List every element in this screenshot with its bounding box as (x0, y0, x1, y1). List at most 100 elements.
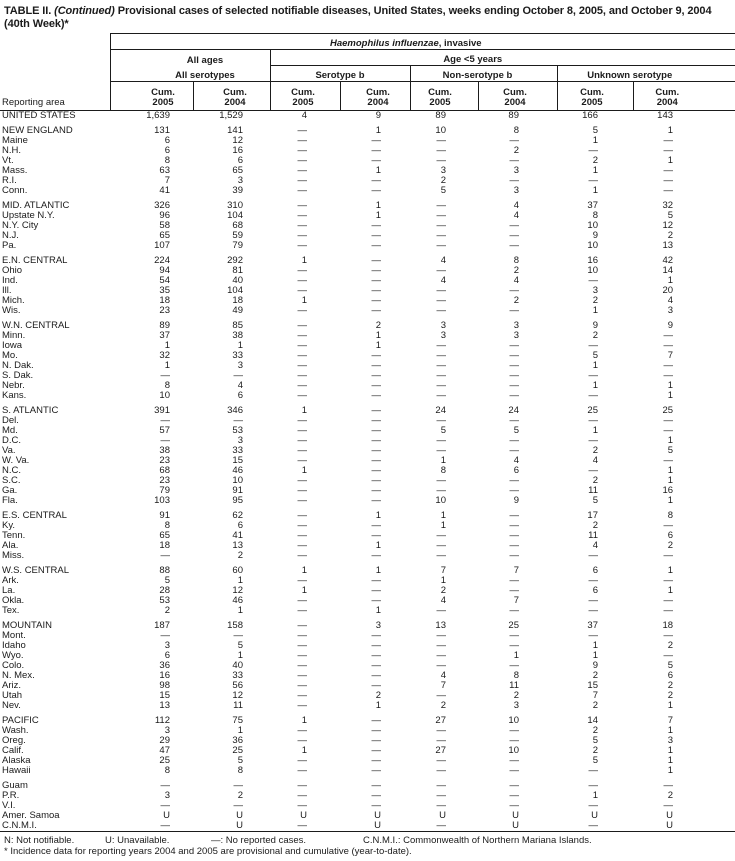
cell: 7 (513, 565, 519, 576)
cell: 2 (592, 700, 598, 711)
cell: 8 (237, 765, 243, 776)
cell: — (371, 405, 382, 416)
cell: — (663, 370, 674, 381)
cell: 81 (232, 265, 243, 276)
cell: — (297, 660, 308, 671)
cell: 104 (227, 210, 243, 221)
table-row: Ala. 18 13 — 1 — — 4 2 (0, 541, 735, 551)
cell: — (436, 265, 447, 276)
cell: 1 (375, 200, 381, 211)
cell: 3 (375, 620, 381, 631)
cell: 33 (232, 445, 243, 456)
cell: 8 (667, 510, 674, 521)
cell: — (436, 640, 447, 651)
cell: — (297, 520, 308, 531)
row-label: MID. ATLANTIC (2, 200, 70, 211)
cell: — (588, 340, 599, 351)
cell: — (371, 175, 382, 186)
cell: — (436, 660, 447, 671)
table-row: V.I. — — — — — — — — (0, 801, 735, 811)
row-label: Utah (2, 690, 23, 701)
cell: — (371, 265, 382, 276)
cell: 8 (164, 155, 170, 166)
cell: 40 (232, 275, 243, 286)
cell: 6 (667, 530, 674, 541)
cell: U (300, 810, 307, 821)
cell: — (509, 435, 520, 446)
cell: 8 (440, 465, 446, 476)
cell: 187 (154, 620, 170, 631)
table-row: Idaho 3 5 — — — — 1 2 (0, 641, 735, 651)
cell: — (371, 640, 382, 651)
cell: — (371, 475, 382, 486)
cell: — (371, 680, 382, 691)
table-row: P.R. 3 2 — — — — 1 2 (0, 791, 735, 801)
cell: — (509, 415, 520, 426)
cell: 7 (513, 595, 519, 606)
cell: — (509, 510, 520, 521)
row-label: N. Dak. (2, 360, 34, 371)
cell: — (436, 475, 447, 486)
cell: 1 (237, 605, 243, 616)
cell: — (297, 725, 308, 736)
cell: — (297, 445, 308, 456)
cell: — (436, 210, 447, 221)
row-label: Upstate N.Y. (2, 210, 55, 221)
cell: 23 (159, 455, 170, 466)
cell: 4 (667, 295, 674, 306)
cell: 10 (587, 265, 598, 276)
table-row: Ill. 35 104 — — — — 3 20 (0, 286, 735, 296)
cell: — (371, 755, 382, 766)
cell: — (663, 135, 674, 146)
table-row: Wis. 23 49 — — — — 1 3 (0, 306, 735, 316)
cell: — (297, 380, 308, 391)
cell: — (588, 800, 599, 811)
cell: — (436, 755, 447, 766)
row-label: W. Va. (2, 455, 30, 466)
cell: 2 (592, 475, 598, 486)
cell: 35 (159, 285, 170, 296)
cell: 5 (667, 210, 674, 221)
cell: 13 (435, 620, 446, 631)
cell: 49 (232, 305, 243, 316)
cell: — (160, 630, 171, 641)
cell: — (663, 605, 674, 616)
disease-group-header: Haemophilus influenzae, invasive (110, 33, 735, 50)
cell: 1 (513, 650, 519, 661)
cell: 158 (227, 620, 243, 631)
cell: 1 (375, 210, 381, 221)
cell: U (163, 810, 170, 821)
row-label: S.C. (2, 475, 21, 486)
cell: 1 (301, 745, 307, 756)
notifiable-diseases-table: Reporting area Haemophilus influenzae, i… (0, 33, 735, 832)
table-row: Ohio 94 81 — — — 2 10 14 (0, 266, 735, 276)
cell: — (160, 780, 171, 791)
cell: — (663, 175, 674, 186)
cell: 1 (375, 165, 381, 176)
cell: 15 (232, 455, 243, 466)
row-label: R.I. (2, 175, 17, 186)
header-non-serotype-b: Non-serotype b (409, 65, 557, 82)
cell: 104 (227, 285, 243, 296)
row-label: UNITED STATES (2, 110, 76, 121)
cell: 6 (513, 465, 519, 476)
cell: — (371, 520, 382, 531)
cell: 59 (232, 230, 243, 241)
cell: 3 (237, 175, 243, 186)
row-label: Wis. (2, 305, 21, 316)
cell: — (233, 415, 244, 426)
cell: 5 (592, 495, 598, 506)
cell: — (297, 135, 308, 146)
cell: 1 (440, 520, 446, 531)
cell: 29 (159, 735, 170, 746)
cell: — (371, 745, 382, 756)
cell: — (371, 275, 382, 286)
table-title-text: Provisional cases of selected notifiable… (117, 5, 712, 17)
cell: — (509, 220, 520, 231)
row-label: Ark. (2, 575, 19, 586)
table-title-label: TABLE II. (4, 5, 52, 17)
cell: — (663, 185, 674, 196)
cell: — (371, 765, 382, 776)
table-row: Tenn. 65 41 — — — — 11 6 (0, 531, 735, 541)
row-label: D.C. (2, 435, 21, 446)
